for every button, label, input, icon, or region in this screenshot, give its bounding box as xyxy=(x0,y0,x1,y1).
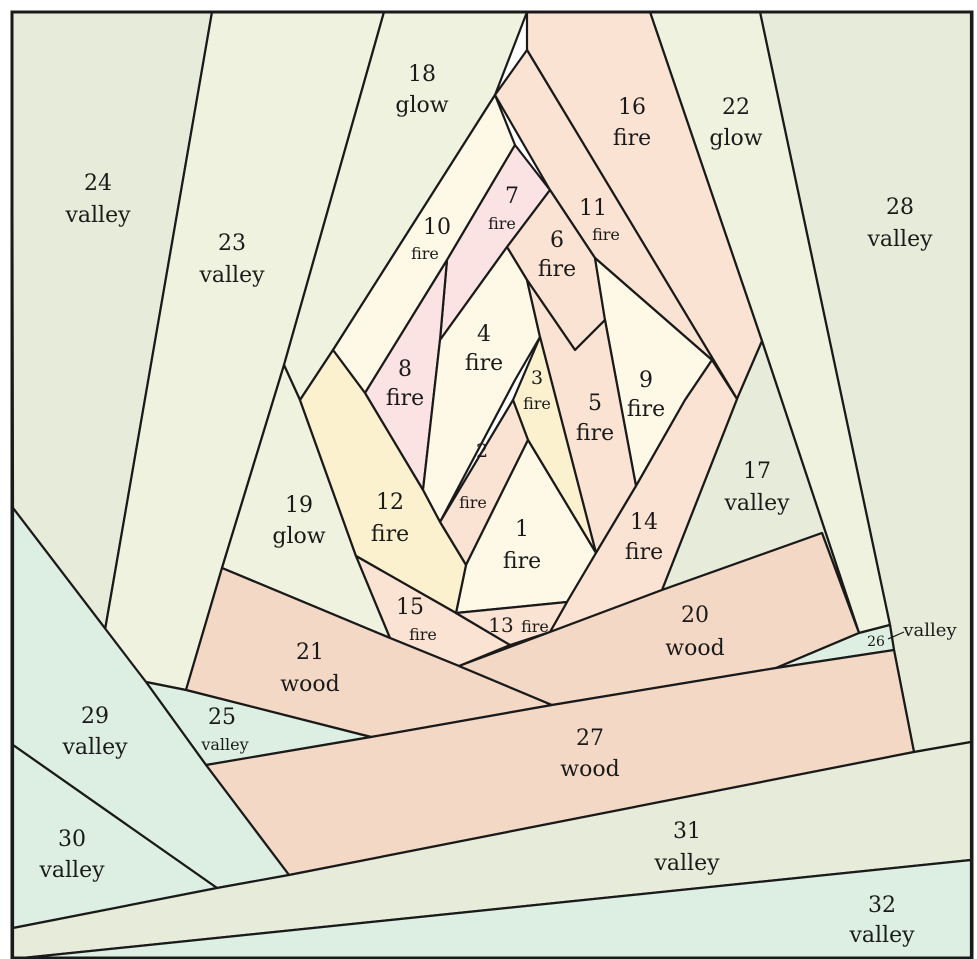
label-16: 16 fire xyxy=(613,95,651,151)
label-29: 29 valley xyxy=(61,704,128,760)
label-27: 27 wood xyxy=(560,726,619,782)
label-21: 21 wood xyxy=(280,640,339,697)
label-9: 9 fire xyxy=(627,368,665,422)
label-17: 17 valley xyxy=(723,459,790,516)
label-12: 12 fire xyxy=(371,490,409,547)
label-32: 32 valley xyxy=(848,893,915,948)
piece-labels: 1 fire 2 fire 3 fire 4 fire 5 fire 6 fire 7 fir… xyxy=(38,62,957,948)
label-28: 28 valley xyxy=(866,195,933,252)
label-24: 24 valley xyxy=(64,171,131,228)
label-25: 25 valley xyxy=(200,705,248,754)
piece-12-fire[interactable] xyxy=(298,348,468,615)
label-18: 18 glow xyxy=(395,62,448,118)
label-26-word: valley xyxy=(902,620,957,641)
label-10: 10 fire xyxy=(411,215,451,263)
label-5: 5 fire xyxy=(576,391,614,446)
label-26-leader xyxy=(887,631,905,640)
label-19: 19 glow xyxy=(272,493,325,549)
label-22: 22 glow xyxy=(709,95,762,151)
label-2: 2 fire xyxy=(459,440,488,512)
label-8: 8 fire xyxy=(386,357,424,411)
label-3: 3 fire xyxy=(523,367,551,413)
label-6: 6 fire xyxy=(538,228,576,282)
label-7: 7 fire xyxy=(488,184,519,233)
label-15: 15 fire xyxy=(396,595,437,644)
label-23: 23 valley xyxy=(198,231,265,288)
label-1: 1 fire xyxy=(503,517,541,574)
label-14: 14 fire xyxy=(625,510,663,565)
label-11: 11 fire xyxy=(579,196,620,244)
label-20: 20 wood xyxy=(665,603,724,661)
label-30: 30 valley xyxy=(38,827,105,883)
pattern-pieces xyxy=(10,10,973,959)
label-13: 13 fire xyxy=(488,613,549,637)
label-26-number: 26 xyxy=(867,634,885,650)
label-31: 31 valley xyxy=(653,819,720,876)
pattern-border xyxy=(10,10,974,959)
label-4: 4 fire xyxy=(465,322,503,376)
